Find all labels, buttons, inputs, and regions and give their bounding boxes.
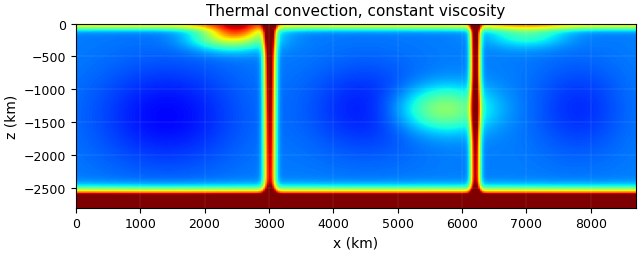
Title: Thermal convection, constant viscosity: Thermal convection, constant viscosity [206, 4, 506, 19]
X-axis label: x (km): x (km) [333, 236, 378, 250]
Y-axis label: z (km): z (km) [4, 94, 18, 138]
